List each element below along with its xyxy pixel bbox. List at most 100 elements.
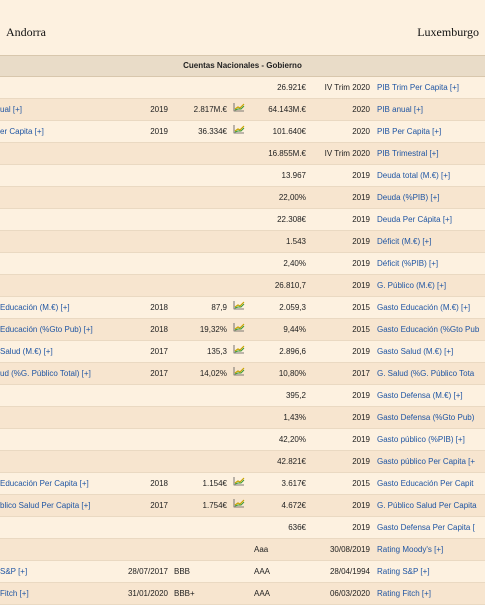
right-value: 22,00% bbox=[278, 193, 306, 202]
rating-row: Aaa 30/08/2019 Rating Moody's [+] bbox=[0, 539, 485, 561]
right-indicator-link[interactable]: G. Salud (%G. Público Tota bbox=[377, 369, 475, 378]
left-indicator-link[interactable]: ud (%G. Público Total) [+] bbox=[0, 369, 91, 378]
right-indicator-link[interactable]: Déficit (%PIB) [+] bbox=[377, 259, 439, 268]
right-value: 16.855M.€ bbox=[268, 149, 306, 158]
right-year: 2019 bbox=[352, 435, 370, 444]
left-value: 36.334€ bbox=[198, 127, 227, 136]
left-year: 2017 bbox=[150, 369, 168, 378]
table-row: 395,2 2019 Gasto Defensa (M.€) [+] bbox=[0, 385, 485, 407]
right-indicator-link[interactable]: G. Público (M.€) [+] bbox=[377, 281, 447, 290]
table-row: er Capita [+] 2019 36.334€ 101.640€ 2020 PIB … bbox=[0, 121, 485, 143]
table-row: 22,00% 2019 Deuda (%PIB) [+] bbox=[0, 187, 485, 209]
right-year: 2019 bbox=[352, 237, 370, 246]
right-indicator-link[interactable]: G. Público Salud Per Capita bbox=[377, 501, 477, 510]
right-rating-link[interactable]: Rating Fitch [+] bbox=[377, 589, 432, 598]
left-rating-date: 28/07/2017 bbox=[127, 567, 168, 576]
left-indicator-link[interactable]: ual [+] bbox=[0, 105, 23, 114]
left-indicator-link[interactable]: blico Salud Per Capita [+] bbox=[0, 501, 91, 510]
right-year: 2019 bbox=[352, 171, 370, 180]
right-value: 2.896,6 bbox=[279, 347, 306, 356]
right-indicator-link[interactable]: Gasto Salud (M.€) [+] bbox=[377, 347, 454, 356]
left-rating-value: BBB bbox=[174, 567, 191, 576]
right-indicator-link[interactable]: Gasto público (%PIB) [+] bbox=[377, 435, 465, 444]
table-row: 13.967 2019 Deuda total (M.€) [+] bbox=[0, 165, 485, 187]
right-value: 395,2 bbox=[285, 391, 306, 400]
left-indicator-link[interactable]: Educación Per Capita [+] bbox=[0, 479, 89, 488]
right-year: 2015 bbox=[352, 303, 370, 312]
right-value: 9,44% bbox=[283, 325, 306, 334]
left-rating-link[interactable]: Fitch [+] bbox=[0, 589, 29, 598]
right-value: 101.640€ bbox=[272, 127, 306, 136]
right-year: 2015 bbox=[352, 479, 370, 488]
right-value: 42.821€ bbox=[277, 457, 306, 466]
right-indicator-link[interactable]: Gasto Educación (%Gto Pub bbox=[377, 325, 480, 334]
right-year: 2019 bbox=[352, 523, 370, 532]
table-row: 26.810,7 2019 G. Público (M.€) [+] bbox=[0, 275, 485, 297]
left-indicator-link[interactable]: er Capita [+] bbox=[0, 127, 44, 136]
right-year: 2019 bbox=[352, 215, 370, 224]
table-row: 22.308€ 2019 Deuda Per Cápita [+] bbox=[0, 209, 485, 231]
right-indicator-link[interactable]: Déficit (M.€) [+] bbox=[377, 237, 432, 246]
left-year: 2019 bbox=[150, 127, 168, 136]
right-year: 2019 bbox=[352, 501, 370, 510]
right-value: 3.617€ bbox=[281, 479, 306, 488]
right-value: 22.308€ bbox=[277, 215, 306, 224]
table-row: ud (%G. Público Total) [+] 2017 14,02% 10,8… bbox=[0, 363, 485, 385]
right-indicator-link[interactable]: Gasto Defensa (M.€) [+] bbox=[377, 391, 463, 400]
table-row: 1,43% 2019 Gasto Defensa (%Gto Pub) bbox=[0, 407, 485, 429]
left-value: 87,9 bbox=[211, 303, 227, 312]
right-country-name: Luxemburgo bbox=[417, 25, 479, 39]
left-year: 2017 bbox=[150, 501, 168, 510]
right-year: 2020 bbox=[352, 105, 370, 114]
table-row: 2,40% 2019 Déficit (%PIB) [+] bbox=[0, 253, 485, 275]
right-rating-value: AAA bbox=[254, 589, 271, 598]
left-rating-date: 31/01/2020 bbox=[127, 589, 168, 598]
left-year: 2018 bbox=[150, 479, 168, 488]
right-indicator-link[interactable]: Gasto Educación Per Capit bbox=[377, 479, 474, 488]
right-indicator-link[interactable]: Deuda total (M.€) [+] bbox=[377, 171, 451, 180]
right-year: 2019 bbox=[352, 259, 370, 268]
left-value: 2.817M.€ bbox=[193, 105, 227, 114]
left-year: 2018 bbox=[150, 303, 168, 312]
right-indicator-link[interactable]: PIB Trimestral [+] bbox=[377, 149, 439, 158]
section-title: Cuentas Nacionales - Gobierno bbox=[0, 56, 485, 77]
table-row: Educación Per Capita [+] 2018 1.154€ 3.617€… bbox=[0, 473, 485, 495]
right-year: 2019 bbox=[352, 281, 370, 290]
right-rating-link[interactable]: Rating Moody's [+] bbox=[377, 545, 444, 554]
table-row: 42.821€ 2019 Gasto público Per Capita [+ bbox=[0, 451, 485, 473]
left-indicator-link[interactable]: Educación (M.€) [+] bbox=[0, 303, 70, 312]
right-rating-value: AAA bbox=[254, 567, 271, 576]
left-year: 2019 bbox=[150, 105, 168, 114]
table-row: 1.543 2019 Déficit (M.€) [+] bbox=[0, 231, 485, 253]
data-table: 26.921€ IV Trim 2020 PIB Trim Per Capita [… bbox=[0, 77, 485, 605]
right-value: 42,20% bbox=[278, 435, 306, 444]
right-year: IV Trim 2020 bbox=[324, 149, 370, 158]
right-indicator-link[interactable]: Gasto público Per Capita [+ bbox=[377, 457, 476, 466]
left-value: 1.754€ bbox=[202, 501, 227, 510]
right-indicator-link[interactable]: Gasto Educación (M.€) [+] bbox=[377, 303, 471, 312]
right-value: 13.967 bbox=[281, 171, 306, 180]
left-rating-value: BBB+ bbox=[174, 589, 195, 598]
right-indicator-link[interactable]: PIB Trim Per Capita [+] bbox=[377, 83, 460, 92]
right-rating-link[interactable]: Rating S&P [+] bbox=[377, 567, 430, 576]
table-row: Educación (M.€) [+] 2018 87,9 2.059,3 2015 Ga… bbox=[0, 297, 485, 319]
right-indicator-link[interactable]: PIB anual [+] bbox=[377, 105, 424, 114]
table-row: ual [+] 2019 2.817M.€ 64.143M.€ 2020 PIB anua… bbox=[0, 99, 485, 121]
right-value: 64.143M.€ bbox=[268, 105, 306, 114]
right-value: 2,40% bbox=[283, 259, 306, 268]
right-indicator-link[interactable]: Gasto Defensa Per Capita [ bbox=[377, 523, 475, 532]
rating-row: Fitch [+] 31/01/2020 BBB+ AAA 06/03/2020 Rati… bbox=[0, 583, 485, 605]
right-indicator-link[interactable]: Gasto Defensa (%Gto Pub) bbox=[377, 413, 475, 422]
table-row: Educación (%Gto Pub) [+] 2018 19,32% 9,44% 2… bbox=[0, 319, 485, 341]
left-value: 19,32% bbox=[199, 325, 227, 334]
rating-row: S&P [+] 28/07/2017 BBB AAA 28/04/1994 Rating … bbox=[0, 561, 485, 583]
right-indicator-link[interactable]: Deuda Per Cápita [+] bbox=[377, 215, 452, 224]
left-rating-link[interactable]: S&P [+] bbox=[0, 567, 28, 576]
right-value: 4.672€ bbox=[281, 501, 306, 510]
left-indicator-link[interactable]: Salud (M.€) [+] bbox=[0, 347, 53, 356]
right-year: 2019 bbox=[352, 391, 370, 400]
left-indicator-link[interactable]: Educación (%Gto Pub) [+] bbox=[0, 325, 93, 334]
right-indicator-link[interactable]: PIB Per Capita [+] bbox=[377, 127, 442, 136]
right-indicator-link[interactable]: Deuda (%PIB) [+] bbox=[377, 193, 440, 202]
left-value: 135,3 bbox=[206, 347, 227, 356]
